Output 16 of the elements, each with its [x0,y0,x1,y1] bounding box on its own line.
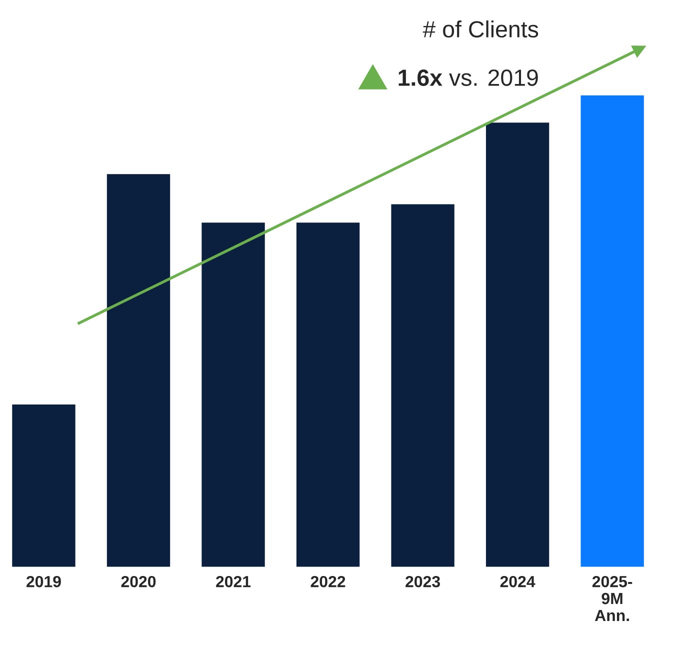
bar [202,222,265,567]
bar [580,96,644,567]
x-tick-label: 2020 [121,576,156,588]
bar [12,404,76,567]
chart-title: # of Clients [422,20,538,38]
x-tick-label: 2022 [310,576,346,588]
bar [106,174,170,567]
x-tick-label: 2025-9M Ann. [592,576,632,622]
bar [296,222,360,567]
text: 1.6x vs. 2019 [398,70,538,86]
bar [391,204,454,567]
x-tick-label: 2021 [216,576,251,588]
bar [486,122,550,567]
x-tick-label: 2024 [500,576,536,588]
x-tick-label: 2019 [26,576,61,588]
x-tick-label: 2023 [406,576,440,588]
